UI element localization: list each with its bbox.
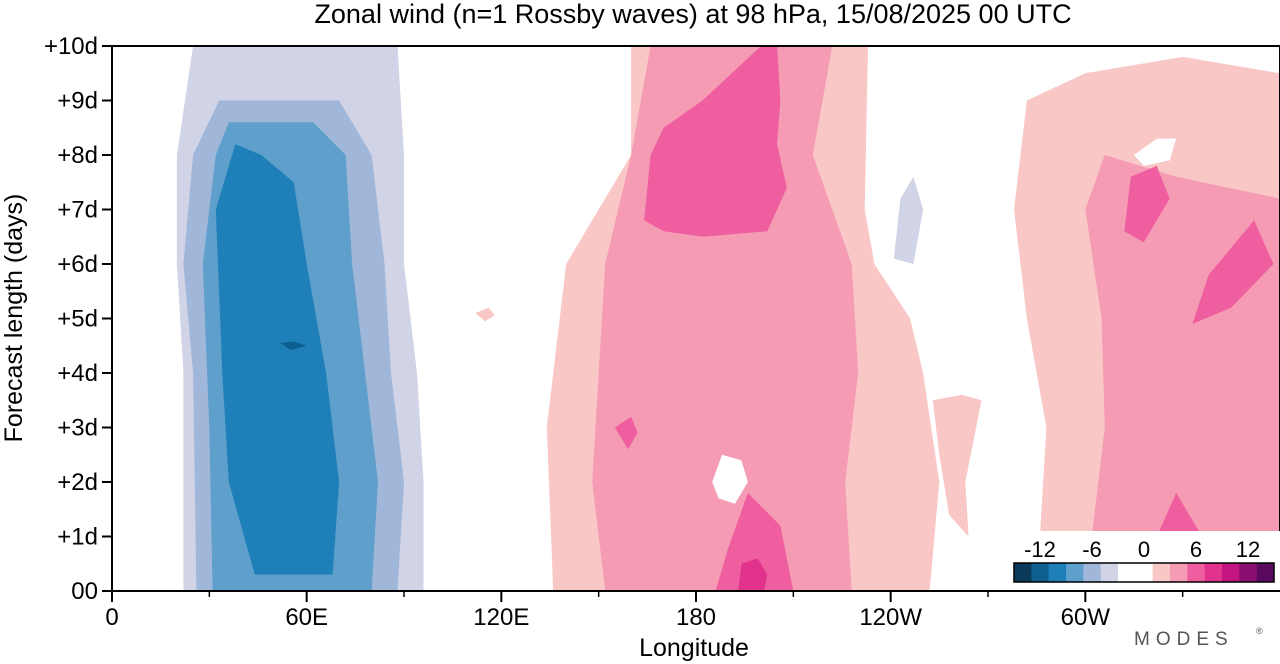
colorbar-label: -6 [1082,537,1102,562]
y-tick-label: +5d [57,306,98,333]
contour-region-12 [932,394,982,537]
x-tick-label: 60E [285,604,328,631]
colorbar-frame [1013,562,1275,583]
contour-region-23 [712,454,748,504]
contour-region-22 [738,558,768,591]
contour-region-20 [1192,220,1274,324]
contour-region-5 [215,144,340,575]
colorbar-swatch [1118,563,1136,582]
colorbar-swatch [1239,563,1258,582]
colorbar-swatch [1222,563,1240,582]
colorbar-swatch [1187,563,1206,582]
x-tick-label: 180 [676,604,716,631]
colorbar-swatch [1048,563,1067,582]
colorbar-swatch [1170,563,1188,582]
x-tick-label: 120W [859,604,922,631]
y-tick-label: 00 [71,578,98,605]
contour-region-21 [614,416,638,450]
chart-title: Zonal wind (n=1 Rossby waves) at 98 hPa,… [314,0,1071,29]
contour-region-24 [1134,138,1177,166]
contour-region-17 [715,492,794,591]
colorbar-swatch [1031,563,1050,582]
y-axis: 00 +1d +2d +3d +4d +5d +6d +7d +8d +9d +10d [44,33,112,605]
colorbar-label: 6 [1190,537,1202,562]
x-tick-label: 0 [105,604,118,631]
y-tick-label: +7d [57,197,98,224]
colorbar-swatch [1083,563,1102,582]
contour-region-7 [520,56,580,101]
colorbar-swatch [1014,563,1032,582]
y-tick-label: +3d [57,415,98,442]
y-axis-label: Forecast length (days) [0,194,28,443]
colorbar-swatch [1100,563,1119,582]
y-tick-label: +9d [57,88,98,115]
contour-region-16 [644,46,787,237]
colorbar-swatch [1066,563,1084,582]
colorbar-swatch [1256,563,1275,582]
y-tick-label: +6d [57,251,98,278]
y-tick-label: +8d [57,142,98,169]
y-tick-label: +2d [57,469,98,496]
x-tick-label: 120E [473,604,529,631]
contour-region-19 [1124,165,1170,243]
x-tick-label: 60W [1061,604,1111,631]
y-tick-label: +1d [57,524,98,551]
colorbar-label: 0 [1138,537,1150,562]
colorbar-swatch [1135,563,1154,582]
colorbar: -12 -6 0 6 12 [1006,531,1280,590]
watermark-registered: ® [1256,626,1263,636]
contour-region-10 [475,307,495,322]
y-tick-label: +4d [57,360,98,387]
x-axis: 0 60E 120E 180 120W 60W [105,591,1184,631]
plot-area [111,45,1280,592]
colorbar-swatch [1152,563,1171,582]
colorbar-swatch [1204,563,1223,582]
contour-region-6 [280,341,307,351]
colorbar-label: 12 [1236,537,1260,562]
watermark-text: MODES [1134,629,1234,650]
contour-fills [121,46,1280,591]
x-axis-label: Longitude [639,634,749,662]
y-tick-label: +10d [44,33,98,60]
contour-region-9 [893,176,924,264]
colorbar-label: -12 [1024,537,1056,562]
